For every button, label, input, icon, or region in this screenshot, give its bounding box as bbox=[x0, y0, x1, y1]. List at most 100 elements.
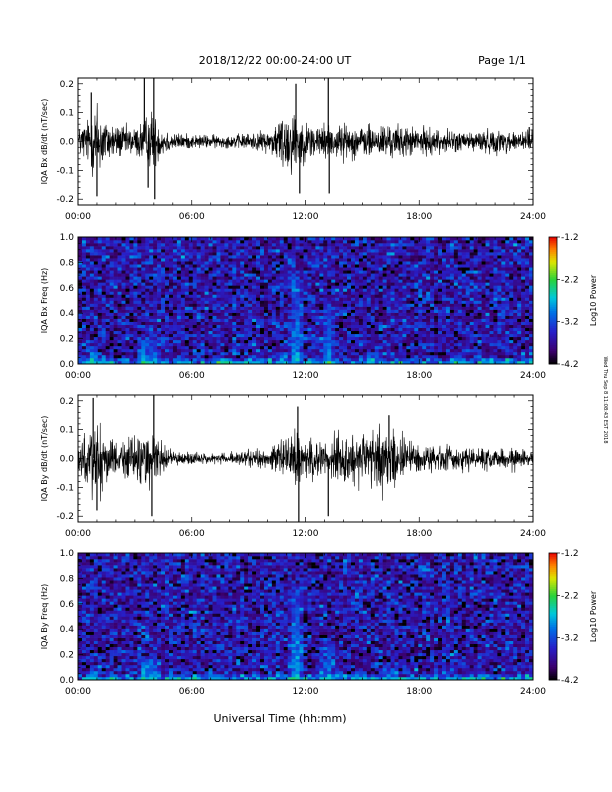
spectrogram-cell bbox=[307, 270, 312, 274]
spectrogram-cell bbox=[109, 357, 114, 362]
spectrogram-cell bbox=[141, 318, 146, 322]
spectrogram-cell bbox=[445, 300, 451, 304]
spectrogram-cell bbox=[172, 291, 178, 295]
spectrogram-cell bbox=[129, 330, 134, 335]
spectrogram-cell bbox=[390, 336, 395, 341]
spectrogram-cell bbox=[125, 327, 130, 332]
spectrogram-cell bbox=[386, 252, 391, 256]
spectrogram-cell bbox=[358, 315, 364, 319]
spectrogram-cell bbox=[279, 330, 285, 335]
spectrogram-cell bbox=[287, 276, 292, 280]
spectrogram-cell bbox=[121, 360, 126, 365]
spectrogram-cell bbox=[303, 321, 308, 325]
spectrogram-cell bbox=[113, 315, 118, 319]
spectrogram-cell bbox=[287, 357, 292, 362]
spectrogram-cell bbox=[137, 309, 142, 313]
spectrogram-cell bbox=[529, 261, 534, 265]
spectrogram-cell bbox=[89, 267, 95, 271]
spectrogram-cell bbox=[465, 345, 470, 350]
spectrogram-cell bbox=[410, 252, 415, 256]
spectrogram-cell bbox=[378, 342, 383, 347]
spectrogram-cell bbox=[457, 273, 463, 277]
spectrogram-cell bbox=[267, 285, 273, 289]
spectrogram-cell bbox=[101, 339, 106, 344]
spectrogram-cell bbox=[137, 321, 142, 325]
spectrogram-cell bbox=[529, 276, 534, 280]
spectrogram-cell bbox=[517, 324, 522, 329]
spectrogram-cell bbox=[347, 357, 352, 362]
spectrogram-cell bbox=[362, 351, 368, 356]
spectrogram-cell bbox=[402, 294, 407, 298]
spectrogram-cell bbox=[216, 354, 221, 359]
spectrogram-cell bbox=[109, 333, 114, 338]
spectrogram-cell bbox=[461, 333, 467, 338]
spectrogram-cell bbox=[493, 249, 498, 253]
spectrogram-cell bbox=[165, 270, 170, 274]
spectrogram-cell bbox=[303, 252, 308, 256]
spectrogram-cell bbox=[358, 285, 364, 289]
spectrogram-cell bbox=[137, 354, 142, 359]
spectrogram-cell bbox=[125, 255, 130, 259]
spectrogram-cell bbox=[169, 357, 174, 362]
spectrogram-cell bbox=[358, 264, 364, 268]
spectrogram-cell bbox=[145, 351, 150, 356]
spectrogram-cell bbox=[299, 318, 304, 322]
spectrogram-cell bbox=[497, 360, 502, 365]
spectrogram-cell bbox=[89, 273, 95, 277]
spectrogram-cell bbox=[153, 243, 158, 247]
spectrogram-cell bbox=[386, 339, 391, 344]
spectrogram-cell bbox=[414, 243, 419, 247]
spectrogram-cell bbox=[228, 357, 233, 362]
spectrogram-cell bbox=[256, 285, 261, 289]
spectrogram-cell bbox=[394, 309, 399, 313]
spectrogram-cell bbox=[165, 279, 170, 283]
spectrogram-cell bbox=[493, 303, 498, 307]
spectrogram-cell bbox=[303, 246, 308, 250]
spectrogram-cell bbox=[473, 336, 478, 341]
spectrogram-cell bbox=[489, 252, 494, 256]
spectrogram-cell bbox=[271, 252, 277, 256]
spectrogram-cell bbox=[354, 273, 360, 277]
spectrogram-cell bbox=[97, 246, 103, 250]
spectrogram-cell bbox=[85, 237, 91, 241]
spectrogram-cell bbox=[319, 288, 324, 292]
spectrogram-cell bbox=[414, 303, 419, 307]
spectrogram-cell bbox=[473, 300, 478, 304]
spectrogram-cell bbox=[78, 258, 83, 262]
spectrogram-cell bbox=[331, 288, 336, 292]
spectrogram-cell bbox=[366, 240, 372, 244]
spectrogram-cell bbox=[275, 294, 281, 298]
spectrogram-cell bbox=[141, 351, 146, 356]
spectrogram-cell bbox=[252, 303, 257, 307]
spectrogram-cell bbox=[327, 321, 332, 325]
spectrogram-cell bbox=[137, 240, 142, 244]
spectrogram-cell bbox=[319, 297, 324, 301]
spectrogram-cell bbox=[434, 312, 439, 316]
spectrogram-cell bbox=[208, 315, 213, 319]
spectrogram-cell bbox=[445, 240, 451, 244]
spectrogram-cell bbox=[465, 360, 470, 365]
spectrogram-cell bbox=[414, 273, 419, 277]
spectrogram-cell bbox=[228, 360, 233, 365]
spectrogram-cell bbox=[81, 276, 87, 280]
spectrogram-cell bbox=[327, 279, 332, 283]
spectrogram-cell bbox=[362, 273, 368, 277]
spectrogram-cell bbox=[141, 294, 146, 298]
spectrogram-cell bbox=[525, 318, 530, 322]
spectrogram-cell bbox=[105, 243, 110, 247]
spectrogram-cell bbox=[212, 324, 217, 329]
spectrogram-cell bbox=[319, 321, 324, 325]
spectrogram-cell bbox=[449, 318, 455, 322]
spectrogram-cell bbox=[271, 285, 277, 289]
spectrogram-cell bbox=[525, 333, 530, 338]
spectrogram-cell bbox=[418, 261, 423, 265]
spectrogram-cell bbox=[295, 354, 300, 359]
spectrogram-cell bbox=[105, 360, 110, 365]
spectrogram-cell bbox=[180, 276, 186, 280]
spectrogram-cell bbox=[347, 273, 352, 277]
spectrogram-cell bbox=[192, 285, 197, 289]
spectrogram-cell bbox=[220, 297, 225, 301]
spectrogram-cell bbox=[125, 333, 130, 338]
spectrogram-cell bbox=[442, 324, 447, 329]
spectrogram-cell bbox=[513, 246, 518, 250]
